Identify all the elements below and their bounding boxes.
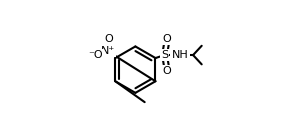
Text: S: S [161,50,168,60]
Text: ⁻O: ⁻O [88,50,103,60]
Text: NH: NH [171,50,188,60]
Text: O: O [105,34,113,44]
Text: O: O [163,66,172,76]
Text: N⁺: N⁺ [100,46,115,56]
Text: O: O [163,34,172,44]
